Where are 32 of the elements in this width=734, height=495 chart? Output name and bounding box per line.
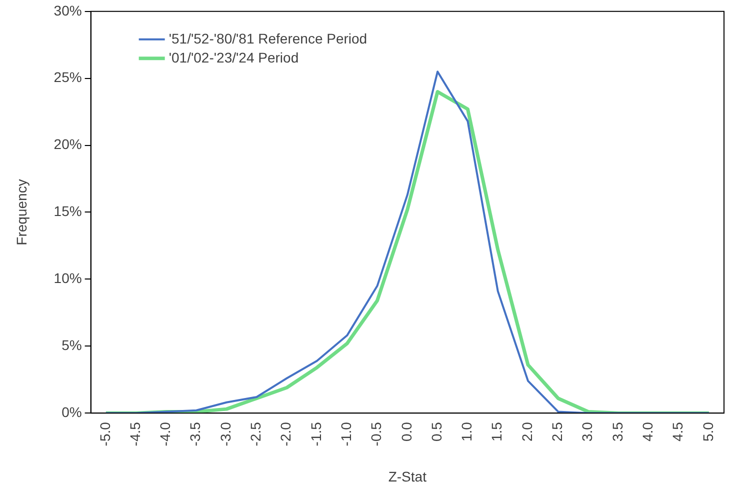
y-tick-label: 25% <box>54 69 82 86</box>
y-tick-label: 20% <box>54 136 82 152</box>
y-tick-label: 0% <box>62 404 82 420</box>
x-tick-label: 3.0 <box>579 422 596 442</box>
y-tick-label: 15% <box>54 203 82 220</box>
x-tick-label: 4.0 <box>639 422 656 442</box>
x-tick-label: -3.5 <box>187 422 204 446</box>
x-tick-label: 5.0 <box>700 422 716 442</box>
x-tick-label: 1.5 <box>488 422 505 442</box>
x-tick-label: -4.0 <box>157 422 174 446</box>
y-tick-label: 5% <box>62 336 82 353</box>
legend-label: '51/'52-'80/'81 Reference Period <box>168 30 368 46</box>
x-tick-label: 3.5 <box>609 422 626 442</box>
x-tick-label: -0.5 <box>368 422 384 446</box>
x-tick-label: 0.5 <box>428 422 444 442</box>
x-tick-label: 1.0 <box>458 422 475 442</box>
x-tick-label: -2.0 <box>278 422 294 446</box>
x-tick-label: 0.0 <box>398 422 414 442</box>
x-tick-label: 2.0 <box>518 422 535 442</box>
y-axis-title: Frequency <box>13 179 30 246</box>
y-tick-label: 10% <box>54 270 82 286</box>
y-tick-label: 30% <box>54 2 82 18</box>
x-tick-label: -1.0 <box>338 422 354 446</box>
x-tick-label: -3.0 <box>217 422 234 446</box>
x-tick-label: -2.5 <box>248 422 264 446</box>
legend-label: '01/'02-'23/'24 Period <box>168 49 299 66</box>
x-tick-label: 2.5 <box>549 422 566 442</box>
x-axis-title: Z-Stat <box>388 468 427 484</box>
x-tick-label: -1.5 <box>308 422 324 446</box>
x-tick-label: -5.0 <box>96 422 113 446</box>
x-tick-label: -4.5 <box>126 422 143 446</box>
x-tick-label: 4.5 <box>670 422 686 442</box>
